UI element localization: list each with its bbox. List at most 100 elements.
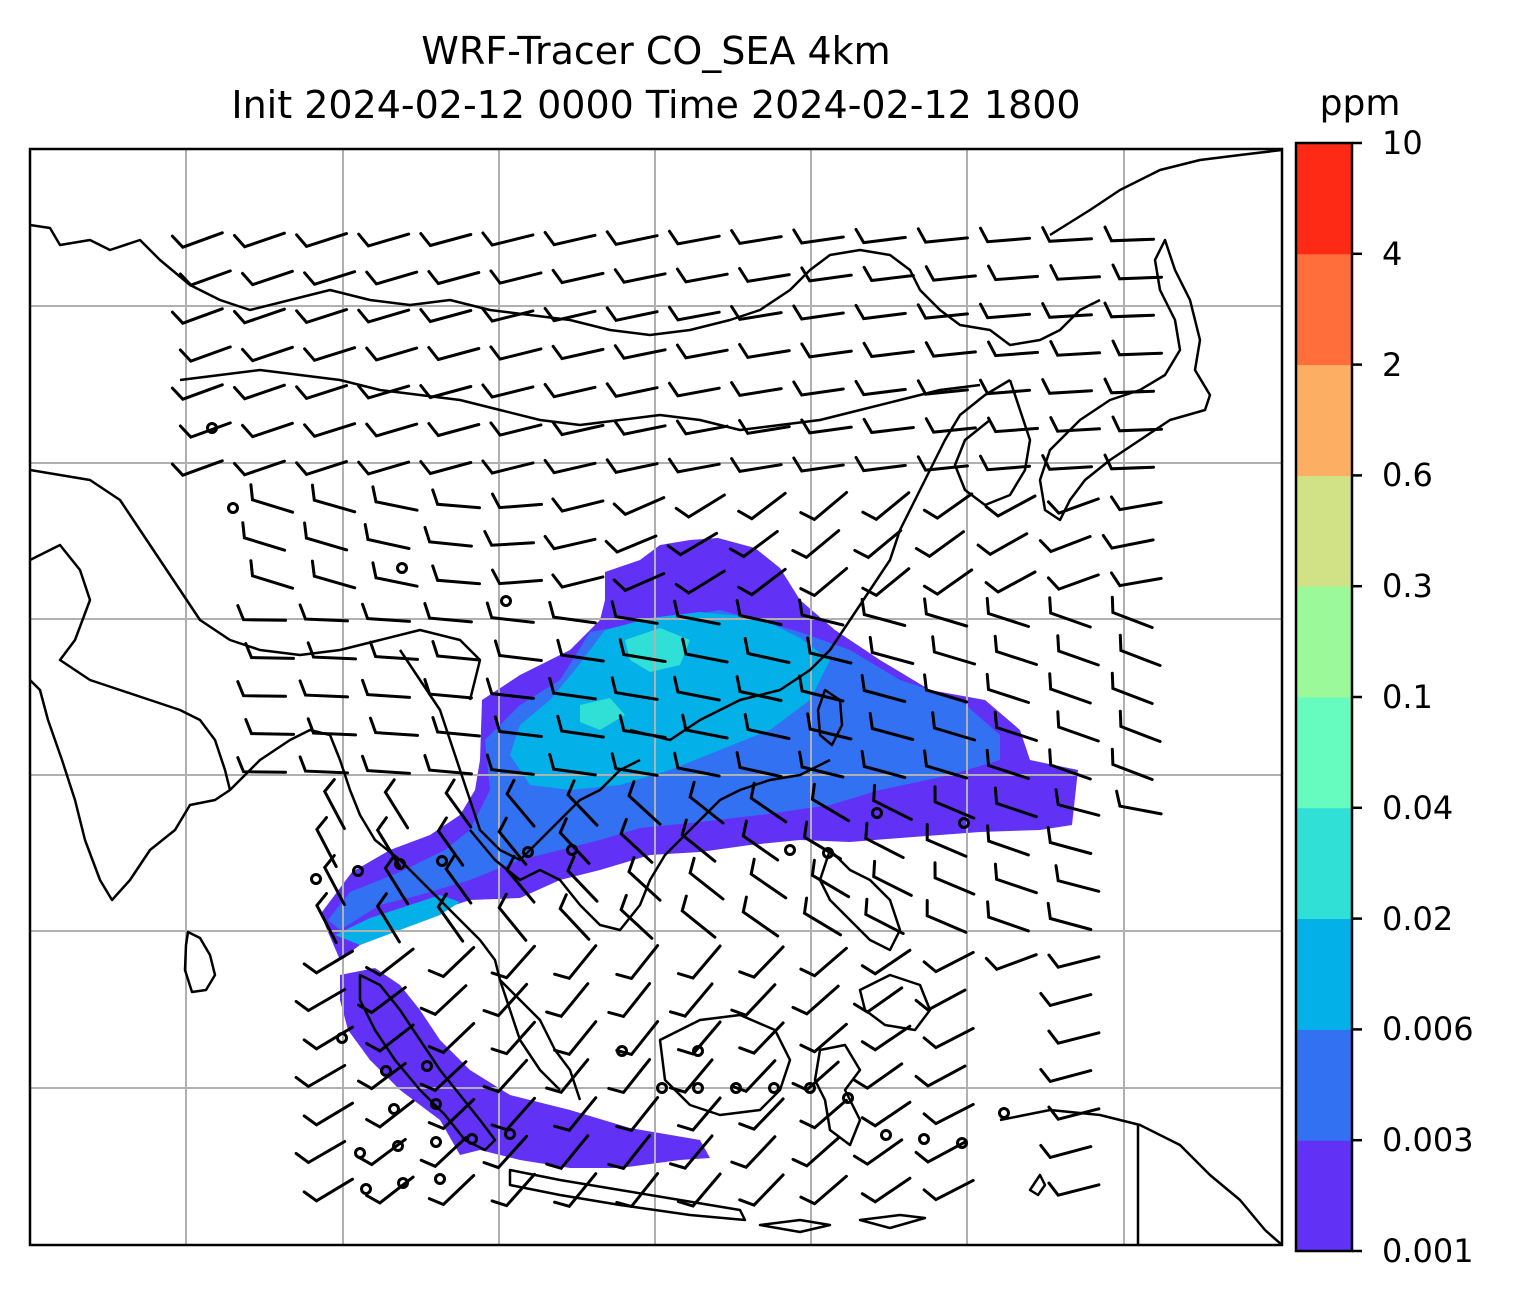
wind-barb bbox=[852, 1138, 904, 1166]
wind-barb bbox=[923, 749, 969, 780]
wind-barb bbox=[1111, 263, 1163, 281]
wind-barb bbox=[371, 485, 419, 512]
wind-barb bbox=[979, 226, 1031, 244]
wind-barb bbox=[489, 345, 543, 361]
wind-barb bbox=[993, 862, 1038, 895]
wind-barb bbox=[862, 341, 915, 359]
wind-barb bbox=[481, 231, 535, 247]
wind-barb bbox=[1118, 709, 1162, 743]
wind-barb bbox=[244, 642, 295, 660]
wind-barb bbox=[556, 714, 605, 739]
colorbar-tick-label: 0.006 bbox=[1382, 1010, 1474, 1049]
wind-barb bbox=[799, 1098, 848, 1130]
wind-barb bbox=[363, 523, 411, 550]
wind-barb bbox=[605, 306, 659, 322]
wind-barb bbox=[419, 984, 468, 1017]
wind-barb bbox=[493, 715, 543, 738]
wind-barb bbox=[365, 1099, 415, 1129]
wind-barb bbox=[730, 1059, 777, 1094]
wind-barb bbox=[553, 1096, 598, 1133]
wind-barb bbox=[680, 818, 717, 863]
coast-myanmar-thailand bbox=[439, 899, 582, 1101]
wind-barb bbox=[925, 899, 968, 934]
wind-barb bbox=[993, 786, 1038, 819]
wind-barb bbox=[361, 754, 411, 775]
wind-barb bbox=[738, 267, 791, 284]
wind-barb bbox=[485, 601, 535, 624]
wind-barb bbox=[1049, 264, 1101, 281]
wind-barb bbox=[295, 232, 348, 249]
wind-barb bbox=[490, 1020, 536, 1056]
wind-barb bbox=[369, 640, 419, 661]
calm-wind-marker bbox=[500, 595, 512, 607]
wind-barb bbox=[741, 819, 780, 862]
colorbar-tick-label: 0.3 bbox=[1382, 567, 1433, 606]
wind-barb bbox=[864, 821, 905, 860]
wind-barb bbox=[810, 858, 851, 899]
wind-barb bbox=[673, 675, 721, 702]
wind-barb bbox=[737, 567, 787, 597]
calm-wind-marker bbox=[360, 1183, 372, 1195]
wind-barb bbox=[365, 1175, 415, 1205]
wind-barb bbox=[737, 491, 787, 521]
colorbar-unit-label: ppm bbox=[1319, 83, 1401, 124]
wind-barb bbox=[800, 266, 853, 283]
wind-barb bbox=[862, 417, 915, 435]
wind-barb bbox=[310, 483, 357, 514]
wind-barb bbox=[551, 420, 605, 437]
wind-barb bbox=[543, 534, 597, 551]
calm-wind-marker bbox=[434, 1173, 446, 1185]
wind-barb bbox=[675, 419, 729, 436]
wind-barb bbox=[666, 531, 719, 557]
border-china-mongolia bbox=[179, 368, 981, 432]
wind-barb bbox=[854, 379, 907, 397]
wind-barb bbox=[799, 1022, 848, 1054]
wind-barb bbox=[294, 988, 347, 1013]
wind-barb bbox=[627, 856, 662, 902]
colorbar-tick-label: 0.04 bbox=[1382, 788, 1454, 827]
wind-barb bbox=[1046, 901, 1093, 931]
wind-barb bbox=[993, 710, 1038, 742]
wind-barb bbox=[423, 602, 473, 624]
co-plume-peak2 bbox=[580, 698, 625, 730]
wind-barb bbox=[357, 1137, 407, 1167]
wind-barbs bbox=[170, 225, 1163, 1209]
wind-barb bbox=[1110, 671, 1154, 705]
wind-barb bbox=[681, 637, 729, 664]
wind-barb bbox=[984, 570, 1037, 594]
wind-barb bbox=[365, 1023, 415, 1053]
wind-barb bbox=[914, 988, 967, 1012]
calm-wind-marker bbox=[388, 1103, 400, 1115]
wind-barb bbox=[357, 1061, 407, 1091]
calm-wind-marker bbox=[522, 846, 534, 858]
colorbar-tick-label: 10 bbox=[1382, 124, 1423, 162]
wind-barb bbox=[922, 1178, 975, 1202]
wind-barb bbox=[924, 341, 977, 358]
wind-barb bbox=[357, 384, 411, 400]
wind-barb bbox=[419, 460, 473, 476]
wind-barb bbox=[607, 1058, 652, 1095]
wind-barb bbox=[854, 455, 907, 473]
wind-barb bbox=[916, 303, 969, 320]
wind-barb bbox=[444, 778, 473, 829]
wind-barb bbox=[1041, 226, 1093, 243]
wind-barb bbox=[294, 1140, 347, 1165]
co-plume-core bbox=[510, 612, 830, 790]
wind-barb bbox=[669, 1134, 714, 1170]
wind-barb bbox=[302, 1177, 354, 1203]
wind-barb bbox=[802, 896, 842, 937]
wind-barb bbox=[676, 944, 722, 980]
colorbar-band bbox=[1296, 1140, 1352, 1252]
wind-barb bbox=[615, 944, 660, 981]
wind-barb bbox=[553, 1020, 598, 1057]
wind-barb bbox=[566, 855, 599, 903]
wind-barb bbox=[924, 265, 977, 282]
country-borders bbox=[30, 223, 1140, 1245]
wind-barb bbox=[1111, 415, 1163, 433]
wind-barb bbox=[916, 379, 969, 396]
wind-barb bbox=[979, 378, 1031, 396]
wind-barb bbox=[613, 344, 667, 360]
wind-barb bbox=[436, 816, 465, 867]
wind-barb bbox=[419, 1060, 468, 1093]
wind-barb bbox=[607, 982, 652, 1019]
